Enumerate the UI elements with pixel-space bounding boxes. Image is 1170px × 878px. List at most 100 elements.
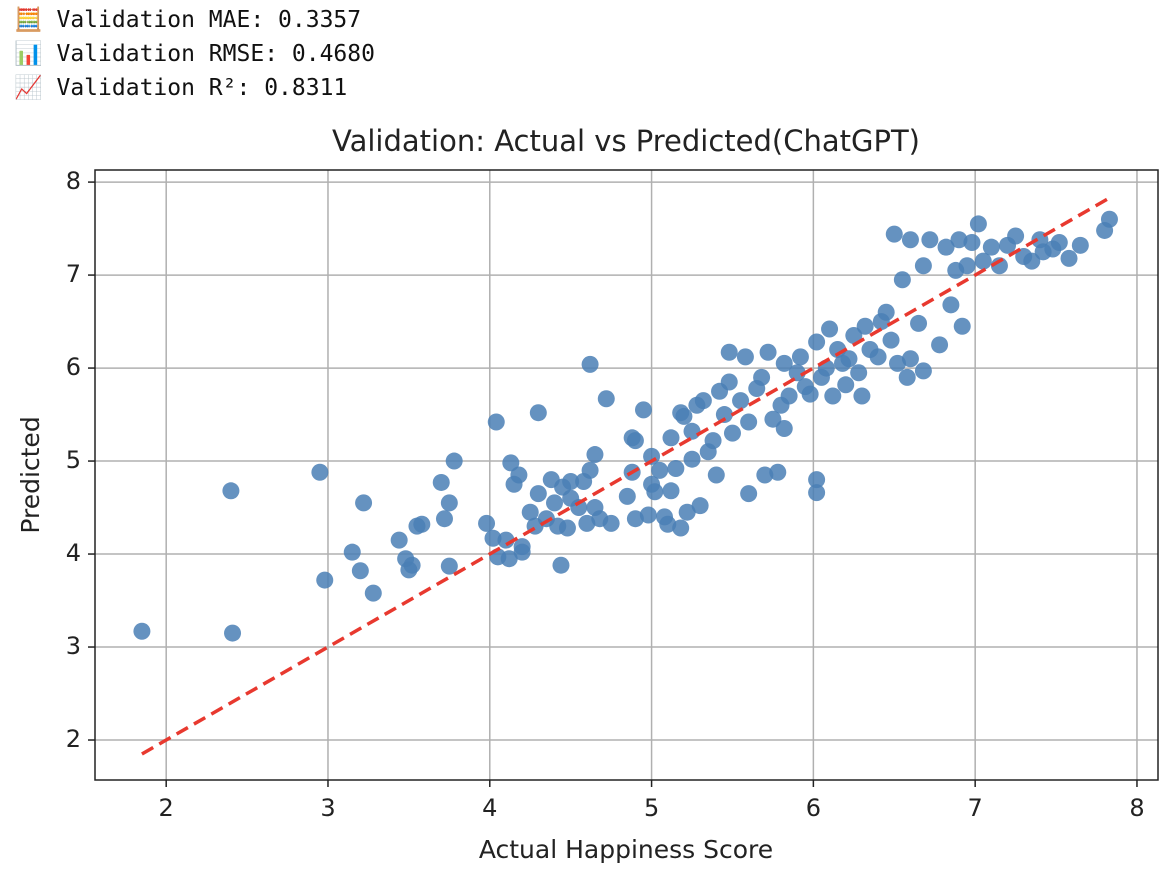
data-point — [982, 238, 1000, 256]
data-point — [510, 466, 528, 484]
data-point — [683, 450, 701, 468]
data-point — [651, 461, 669, 479]
data-point — [552, 556, 570, 574]
data-point — [877, 303, 895, 321]
data-point — [898, 368, 916, 386]
data-point — [343, 543, 361, 561]
data-point — [634, 401, 652, 419]
data-point — [808, 471, 826, 489]
data-point — [643, 447, 661, 465]
data-point — [837, 376, 855, 394]
data-point — [570, 499, 588, 517]
data-point — [626, 510, 644, 528]
data-point — [316, 571, 334, 589]
data-point — [403, 556, 421, 574]
data-point — [500, 550, 518, 568]
data-point — [484, 529, 502, 547]
y-axis-label: Predicted — [16, 416, 45, 533]
data-point — [963, 234, 981, 252]
data-point — [667, 459, 685, 477]
data-point — [440, 557, 458, 575]
data-point — [723, 424, 741, 442]
data-point — [914, 362, 932, 380]
data-point — [889, 354, 907, 372]
data-point — [581, 355, 599, 373]
y-tick-label: 5 — [66, 446, 81, 474]
data-point — [775, 354, 793, 372]
output-line: 🧮 Validation MAE: 0.3357 — [14, 7, 362, 33]
x-tick-label: 7 — [968, 794, 983, 822]
chart-title: Validation: Actual vs Predicted(ChatGPT) — [332, 124, 920, 158]
x-tick-label: 8 — [1129, 794, 1144, 822]
data-point — [720, 373, 738, 391]
data-point — [440, 494, 458, 512]
data-point — [581, 461, 599, 479]
data-point — [759, 343, 777, 361]
data-point — [432, 473, 450, 491]
data-point — [715, 406, 733, 424]
data-point — [764, 410, 782, 428]
data-point — [1007, 227, 1025, 245]
data-point — [901, 350, 919, 368]
data-point — [808, 333, 826, 351]
data-point — [850, 364, 868, 382]
data-point — [311, 463, 329, 481]
data-point — [801, 385, 819, 403]
data-point — [497, 531, 515, 549]
x-tick-label: 6 — [806, 794, 821, 822]
data-point — [578, 514, 596, 532]
data-point — [224, 624, 242, 642]
data-point — [942, 296, 960, 314]
data-point — [413, 515, 431, 533]
data-point — [824, 387, 842, 405]
data-point — [853, 387, 871, 405]
data-point — [969, 215, 987, 233]
data-point — [869, 348, 887, 366]
data-point — [672, 519, 690, 537]
data-point — [958, 257, 976, 275]
data-point — [720, 343, 738, 361]
data-point — [694, 392, 712, 410]
data-point — [921, 231, 939, 249]
data-point — [821, 320, 839, 338]
plot-frame — [94, 169, 1159, 781]
data-point — [618, 487, 636, 505]
data-point — [707, 466, 725, 484]
data-point — [808, 484, 826, 502]
output-line: 📈 Validation R²: 0.8311 — [14, 75, 348, 101]
data-point — [364, 584, 382, 602]
data-point — [445, 452, 463, 470]
data-point — [586, 446, 604, 464]
data-point — [950, 231, 968, 249]
data-point — [546, 494, 564, 512]
data-point — [351, 562, 369, 580]
data-point — [914, 257, 932, 275]
data-point — [521, 503, 539, 521]
data-point — [1100, 210, 1118, 228]
data-point — [662, 482, 680, 500]
data-point — [435, 510, 453, 528]
data-point — [558, 519, 576, 537]
data-point — [513, 543, 531, 561]
data-point — [882, 331, 900, 349]
data-point — [659, 515, 677, 533]
data-point — [953, 317, 971, 335]
data-point — [769, 463, 787, 481]
x-tick-label: 5 — [644, 794, 659, 822]
data-point — [893, 271, 911, 289]
y-tick-label: 4 — [66, 539, 81, 567]
data-point — [1023, 252, 1041, 270]
data-point — [678, 503, 696, 521]
data-point — [753, 368, 771, 386]
data-point — [990, 257, 1008, 275]
y-tick-label: 3 — [66, 632, 81, 660]
data-point — [529, 485, 547, 503]
data-point — [740, 485, 758, 503]
output-line: 📊 Validation RMSE: 0.4680 — [14, 41, 375, 67]
data-point — [736, 348, 754, 366]
x-tick-label: 4 — [482, 794, 497, 822]
data-point — [390, 531, 408, 549]
data-point — [691, 497, 709, 515]
data-point — [646, 483, 664, 501]
data-point — [791, 348, 809, 366]
